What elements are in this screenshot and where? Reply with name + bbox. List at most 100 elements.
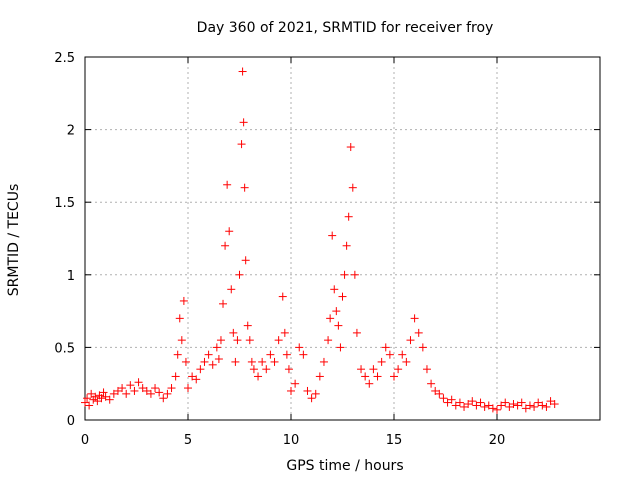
data-point (299, 350, 308, 359)
data-point (159, 394, 168, 403)
data-point (163, 389, 172, 398)
data-point (118, 384, 127, 393)
data-point (484, 401, 493, 410)
data-point (181, 357, 190, 366)
data-point (229, 328, 238, 337)
data-point (303, 386, 312, 395)
data-point (488, 404, 497, 413)
data-point (517, 398, 526, 407)
data-point (427, 379, 436, 388)
x-tick-label: 15 (386, 433, 403, 448)
data-point (247, 357, 256, 366)
x-tick-label: 20 (489, 433, 506, 448)
data-point (167, 384, 176, 393)
data-point (81, 398, 89, 407)
data-point (334, 321, 343, 330)
data-point (196, 365, 205, 374)
data-point (280, 328, 289, 337)
data-point (200, 357, 209, 366)
x-tick-label: 0 (81, 433, 89, 448)
data-point (262, 365, 271, 374)
data-point (542, 402, 551, 411)
data-point (546, 397, 555, 406)
data-point (348, 183, 357, 192)
grid-layer (85, 57, 600, 420)
data-point (394, 365, 403, 374)
data-point (171, 372, 180, 381)
data-point (414, 328, 423, 337)
y-tick-label: 2 (67, 124, 75, 139)
data-point (239, 118, 248, 127)
data-point (352, 328, 361, 337)
data-point (422, 365, 431, 374)
data-point (390, 372, 398, 381)
data-point (501, 398, 510, 407)
data-point (249, 365, 258, 374)
data-point (330, 285, 339, 294)
data-point (126, 381, 135, 390)
data-point (223, 180, 232, 189)
data-point (326, 314, 335, 323)
data-point (451, 401, 460, 410)
data-point (225, 227, 234, 236)
data-point (233, 336, 242, 345)
data-point (464, 400, 473, 409)
data-point (480, 402, 489, 411)
data-point (208, 360, 217, 369)
data-point (258, 357, 267, 366)
y-tick-label: 2.5 (54, 51, 75, 66)
x-tick-label: 10 (283, 433, 300, 448)
data-point (188, 372, 197, 381)
data-point (447, 395, 456, 404)
data-point (113, 386, 122, 395)
x-tick-label: 5 (184, 433, 192, 448)
data-point (402, 357, 411, 366)
data-point (122, 389, 131, 398)
data-point (227, 285, 236, 294)
data-point (91, 392, 100, 401)
data-point (315, 372, 324, 381)
data-point (214, 355, 223, 364)
data-point (204, 350, 213, 359)
data-point (534, 398, 543, 407)
data-point (342, 241, 351, 250)
y-tick-label: 1 (67, 269, 75, 284)
data-point (231, 357, 240, 366)
data-point (493, 405, 501, 414)
data-point (266, 350, 275, 359)
data-points (81, 67, 559, 414)
data-point (93, 397, 102, 406)
data-point (99, 388, 108, 397)
data-point (146, 389, 155, 398)
data-point (373, 372, 382, 381)
data-point (361, 372, 370, 381)
y-tick-label: 0 (67, 414, 75, 429)
data-point (377, 357, 386, 366)
data-point (350, 270, 359, 279)
y-tick-label: 1.5 (54, 196, 75, 211)
data-point (530, 402, 539, 411)
data-point (513, 401, 522, 410)
data-point (538, 401, 547, 410)
data-point (338, 292, 347, 301)
data-point (340, 270, 349, 279)
data-point (468, 397, 477, 406)
y-tick-label: 0.5 (54, 341, 75, 356)
data-point (439, 394, 448, 403)
data-point (550, 400, 559, 409)
data-point (282, 350, 291, 359)
data-point (525, 401, 534, 410)
data-point (381, 343, 390, 352)
tick-layer: 0 0.5 1 1.5 2 2.5 0 5 10 15 20 (54, 51, 600, 448)
data-point (497, 401, 506, 410)
data-point (175, 314, 184, 323)
data-point (410, 314, 419, 323)
data-point (521, 404, 530, 413)
data-point (105, 395, 114, 404)
data-point (357, 365, 366, 374)
data-point (83, 394, 92, 403)
data-point (274, 336, 283, 345)
data-point (369, 365, 378, 374)
